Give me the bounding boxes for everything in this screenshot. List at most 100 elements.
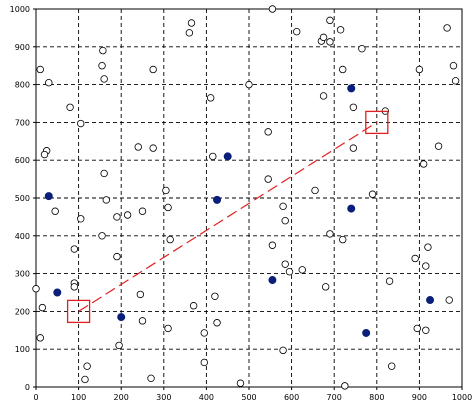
- filled-point: [426, 296, 435, 305]
- x-tick-label: 800: [369, 393, 384, 402]
- y-tick-label: 200: [15, 307, 30, 316]
- open-point: [358, 44, 366, 53]
- open-point: [449, 61, 458, 70]
- filled-point: [347, 84, 356, 93]
- open-point: [268, 241, 277, 249]
- open-point: [77, 215, 85, 223]
- filled-point: [44, 192, 53, 201]
- open-point: [136, 290, 145, 299]
- open-point: [189, 302, 198, 310]
- open-point: [245, 80, 253, 89]
- open-point: [123, 211, 132, 219]
- x-tick-label: 0: [33, 393, 38, 402]
- filled-point: [53, 288, 62, 297]
- filled-point: [347, 204, 356, 213]
- open-point: [51, 207, 59, 215]
- open-point: [349, 144, 358, 152]
- open-point: [443, 24, 451, 32]
- grid-layer: [36, 9, 462, 387]
- open-point: [341, 382, 349, 390]
- open-point: [147, 374, 155, 383]
- open-point: [162, 186, 170, 195]
- open-point: [138, 317, 147, 325]
- open-point: [326, 16, 334, 25]
- open-point: [45, 79, 53, 87]
- open-point: [319, 92, 328, 100]
- endpoint-marker-square: [365, 110, 389, 135]
- y-tick-label: 400: [15, 232, 30, 241]
- filled-point: [117, 313, 126, 322]
- open-point: [321, 283, 330, 291]
- x-tick-label: 300: [156, 393, 171, 402]
- open-point: [115, 341, 123, 350]
- open-point: [385, 277, 394, 285]
- open-point: [339, 235, 347, 244]
- y-tick-label: 600: [15, 156, 30, 165]
- open-point: [206, 94, 215, 102]
- route-line: [78, 121, 378, 312]
- open-point: [285, 268, 294, 276]
- filled-point: [268, 276, 277, 285]
- open-point: [279, 346, 287, 355]
- open-point: [209, 152, 217, 161]
- open-point: [422, 262, 430, 270]
- open-point: [134, 143, 142, 151]
- open-point: [319, 33, 328, 42]
- tick-layer: 0 100 200 300 400 500 600 700 800 900 1000 0 100 200 3…: [10, 5, 473, 402]
- x-tick-label: 600: [284, 393, 299, 402]
- y-tick-label: 500: [15, 194, 30, 203]
- open-point: [187, 19, 196, 27]
- open-point: [113, 252, 121, 261]
- open-point: [445, 296, 453, 304]
- open-point: [293, 27, 301, 36]
- open-point: [419, 160, 428, 168]
- open-point: [70, 245, 79, 253]
- path-layer: [78, 121, 378, 312]
- open-point: [100, 75, 108, 83]
- open-point: [200, 329, 208, 337]
- open-point: [213, 319, 221, 327]
- open-point: [451, 77, 460, 85]
- x-tick-label: 100: [71, 393, 86, 402]
- open-point: [36, 334, 44, 342]
- open-point: [102, 196, 110, 204]
- open-point: [77, 119, 85, 128]
- open-point: [98, 61, 106, 70]
- open-point: [264, 175, 272, 183]
- open-point: [326, 38, 334, 46]
- open-point: [298, 266, 306, 274]
- filled-point: [213, 195, 222, 204]
- open-point: [66, 103, 74, 111]
- y-tick-label: 900: [15, 43, 30, 52]
- open-point: [149, 65, 157, 74]
- open-point: [164, 203, 172, 212]
- x-tick-label: 900: [412, 393, 427, 402]
- open-point: [166, 235, 174, 244]
- filled-point: [362, 328, 371, 337]
- filled-point: [223, 152, 232, 161]
- open-point: [311, 186, 319, 195]
- open-point: [413, 324, 421, 333]
- y-tick-label: 1000: [10, 5, 30, 14]
- open-point: [81, 375, 89, 384]
- y-tick-label: 100: [15, 345, 30, 354]
- open-point: [434, 142, 443, 150]
- open-point: [368, 190, 377, 198]
- open-point: [279, 202, 287, 211]
- open-point: [99, 46, 107, 55]
- marker-layer: [66, 110, 389, 324]
- open-point: [211, 292, 219, 300]
- open-point: [38, 303, 47, 312]
- open-point: [411, 254, 419, 263]
- open-point: [281, 216, 289, 225]
- open-point: [40, 150, 49, 159]
- open-point: [388, 362, 396, 370]
- open-point: [164, 324, 172, 333]
- open-point: [32, 285, 40, 293]
- x-tick-label: 400: [199, 393, 214, 402]
- x-tick-label: 500: [241, 393, 256, 402]
- y-tick-label: 800: [15, 81, 30, 90]
- open-point: [113, 213, 121, 221]
- y-tick-label: 300: [15, 270, 30, 279]
